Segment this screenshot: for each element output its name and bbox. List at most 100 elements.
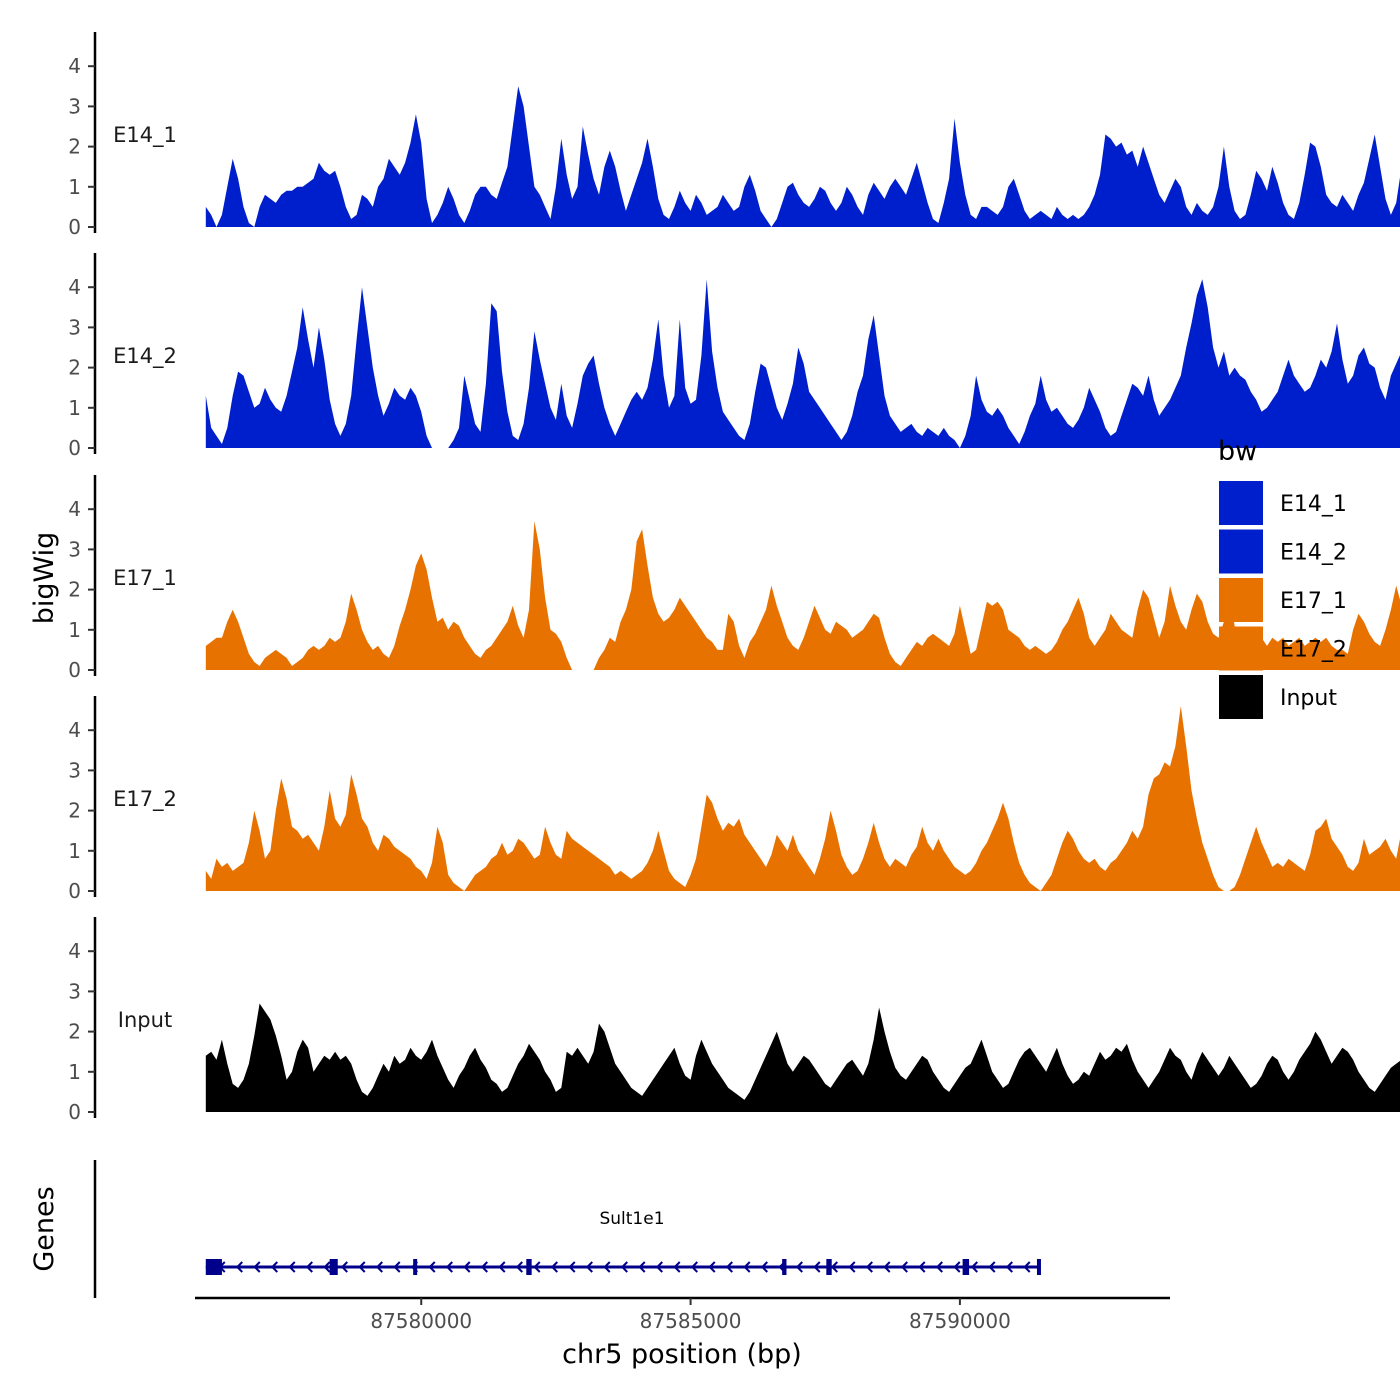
strand-arrow [270, 1261, 278, 1273]
strand-arrow [323, 1261, 331, 1273]
y-tick-label: 0 [68, 436, 81, 460]
y-tick-label: 2 [68, 135, 81, 159]
y-tick-label: 3 [68, 758, 81, 782]
coverage-area-e17_1 [205, 521, 1400, 670]
strand-arrow [253, 1261, 261, 1273]
strand-arrow [1023, 1261, 1031, 1273]
y-tick-label: 0 [68, 1100, 81, 1124]
legend-label: Input [1280, 686, 1337, 711]
y-tick-label: 3 [68, 94, 81, 118]
legend-label: E17_1 [1280, 589, 1347, 614]
y-tick-label: 0 [68, 658, 81, 682]
strand-arrow [988, 1261, 996, 1273]
y-tick-label: 1 [68, 396, 81, 420]
gene-exon [205, 1259, 222, 1275]
y-tick-label: 4 [68, 275, 81, 299]
y-tick-label: 1 [68, 839, 81, 863]
gene-exon [782, 1259, 787, 1275]
y-tick-label: 0 [68, 879, 81, 903]
coverage-area-e14_1 [205, 86, 1400, 227]
gene-exon [826, 1259, 832, 1275]
strand-arrow [830, 1261, 838, 1273]
strand-arrow [515, 1261, 523, 1273]
y-tick-label: 2 [68, 356, 81, 380]
legend: E14_1 E14_2 E17_1 E17_2 Input [1219, 481, 1347, 719]
strand-arrow [690, 1261, 698, 1273]
legend-swatch-input [1219, 675, 1263, 719]
track-label: E17_2 [113, 787, 177, 812]
x-ticks: 87580000 87585000 87590000 [370, 1298, 1011, 1333]
strand-arrow [445, 1261, 453, 1273]
strand-arrow [480, 1261, 488, 1273]
strand-arrow [428, 1261, 436, 1273]
strand-arrow [1005, 1261, 1013, 1273]
legend-label: E17_2 [1280, 638, 1347, 663]
y-tick-label: 4 [68, 939, 81, 963]
y-tick-label: 2 [68, 1020, 81, 1044]
y-tick-label: 3 [68, 537, 81, 561]
strand-arrow [585, 1261, 593, 1273]
x-axis-label: chr5 position (bp) [562, 1339, 802, 1370]
y-tick-label: 1 [68, 175, 81, 199]
y-tick-label: 4 [68, 54, 81, 78]
coverage-area-input [205, 1003, 1400, 1112]
coverage-tracks: 0 1 2 3 4 E14_1 0 1 2 3 4 E14_2 0 1 2 3 4 E17_1 0 1 2 3 4 E17_2… [68, 32, 1400, 1124]
track-panel-input: 0 1 2 3 4 Input [68, 917, 1400, 1124]
strand-arrow [603, 1261, 611, 1273]
strand-arrow [970, 1261, 978, 1273]
strand-arrow [620, 1261, 628, 1273]
strand-arrow [813, 1261, 821, 1273]
strand-arrow [288, 1261, 296, 1273]
y-tick-label: 3 [68, 979, 81, 1003]
legend-title: bw [1218, 436, 1257, 467]
strand-arrow [883, 1261, 891, 1273]
strand-arrow [760, 1261, 768, 1273]
y-tick-label: 4 [68, 718, 81, 742]
gene-exon [962, 1259, 970, 1275]
legend-swatch-e17_1 [1219, 578, 1263, 622]
track-panel-e17_1: 0 1 2 3 4 E17_1 [68, 475, 1400, 682]
strand-arrow [673, 1261, 681, 1273]
track-panel-e17_2: 0 1 2 3 4 E17_2 [68, 696, 1400, 903]
strand-arrow [393, 1261, 401, 1273]
strand-arrow [305, 1261, 313, 1273]
strand-arrow [935, 1261, 943, 1273]
strand-arrow [655, 1261, 663, 1273]
strand-arrow [795, 1261, 803, 1273]
coverage-area-e14_2 [205, 279, 1400, 448]
track-panel-e14_2: 0 1 2 3 4 E14_2 [68, 253, 1400, 460]
strand-arrow [638, 1261, 646, 1273]
gene-exon [526, 1259, 532, 1275]
y-axis-label-bigwig: bigWig [29, 532, 60, 625]
strand-arrow [865, 1261, 873, 1273]
y-tick-label: 1 [68, 618, 81, 642]
strand-arrow [953, 1261, 961, 1273]
strand-arrow [340, 1261, 348, 1273]
gene-exon [1036, 1259, 1041, 1275]
y-tick-label: 0 [68, 215, 81, 239]
strand-arrow [533, 1261, 541, 1273]
x-tick-label: 87585000 [640, 1309, 742, 1333]
strand-arrow [375, 1261, 383, 1273]
strand-arrow [498, 1261, 506, 1273]
strand-arrow [743, 1261, 751, 1273]
x-tick-label: 87590000 [909, 1309, 1011, 1333]
x-tick-label: 87580000 [370, 1309, 472, 1333]
track-label: Input [118, 1008, 172, 1032]
track-label: E17_1 [113, 566, 177, 591]
strand-arrow [358, 1261, 366, 1273]
strand-arrow [918, 1261, 926, 1273]
legend-swatch-e17_2 [1219, 626, 1263, 671]
gene-exon [413, 1259, 418, 1275]
y-tick-label: 4 [68, 497, 81, 521]
gene-track [93, 1160, 1041, 1298]
strand-arrow [463, 1261, 471, 1273]
track-panel-e14_1: 0 1 2 3 4 E14_1 [68, 32, 1400, 239]
gene-exon [329, 1259, 338, 1275]
strand-arrow [235, 1261, 243, 1273]
legend-label: E14_1 [1280, 492, 1347, 517]
gene-label: Sult1e1 [599, 1209, 664, 1229]
strand-arrow [550, 1261, 558, 1273]
y-axis-label-genes: Genes [29, 1186, 60, 1271]
